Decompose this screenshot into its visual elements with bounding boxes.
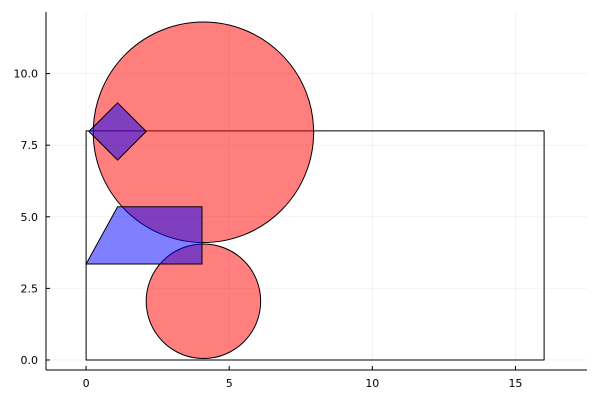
axes	[45, 12, 587, 371]
small-circle	[145, 243, 262, 360]
x-tick-label: 5	[226, 377, 233, 390]
trapezoid	[85, 206, 203, 265]
ticks: 0 5 10 15 0.0 2.5 5.0 7.5 10.0	[14, 68, 523, 390]
shapes-layer	[85, 21, 545, 361]
x-tick-label: 10	[365, 377, 379, 390]
x-tick-label: 15	[508, 377, 522, 390]
y-tick-label: 7.5	[21, 139, 39, 152]
y-tick-label: 2.5	[21, 282, 39, 295]
y-tick-label: 10.0	[14, 68, 39, 81]
diamond	[88, 102, 147, 161]
y-tick-label: 0.0	[21, 354, 39, 367]
x-tick-label: 0	[83, 377, 90, 390]
y-tick-label: 5.0	[21, 211, 39, 224]
rectangle	[85, 130, 545, 361]
